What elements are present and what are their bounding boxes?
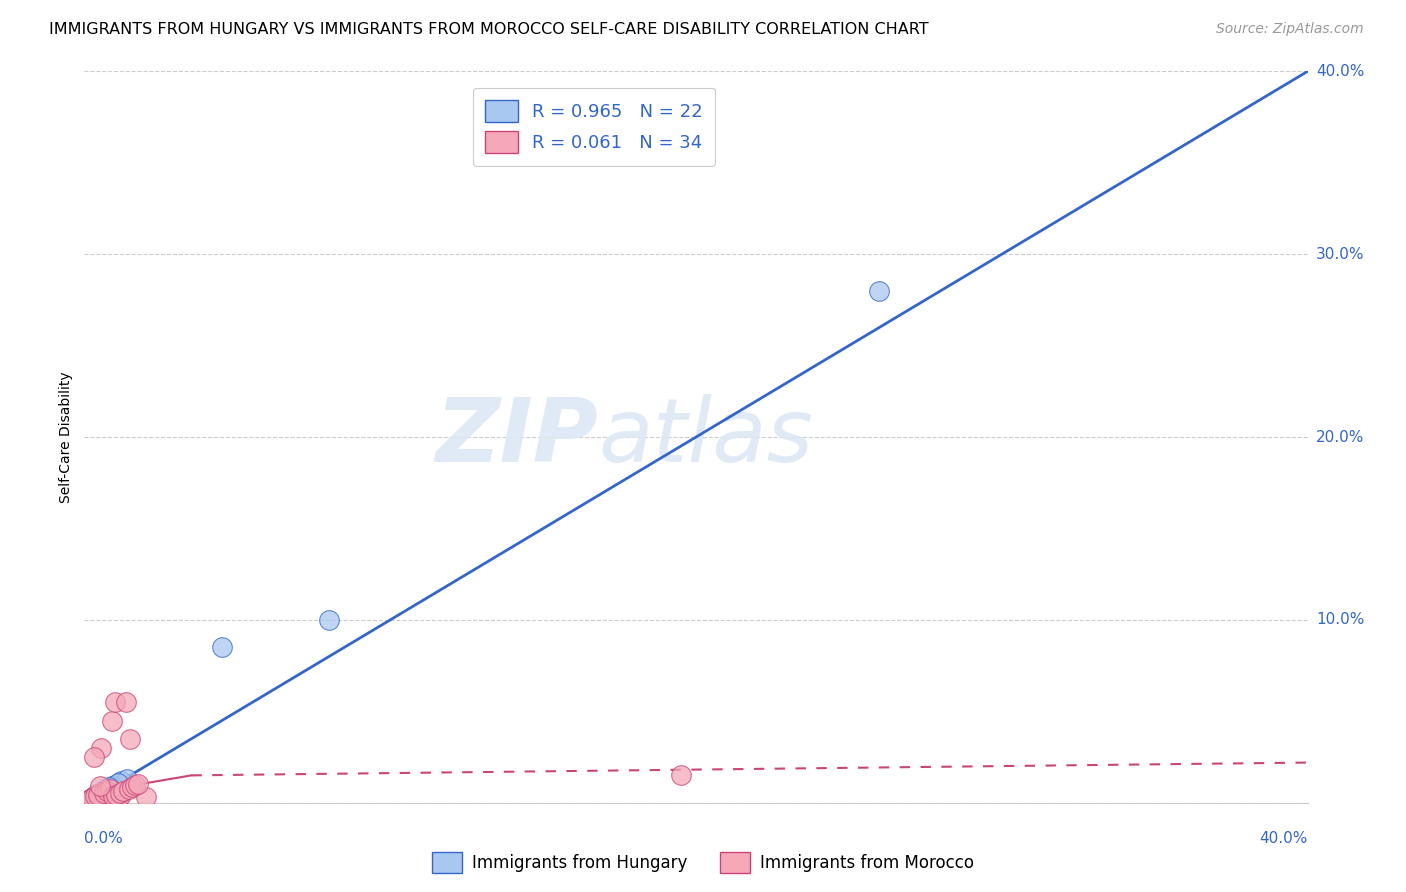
Y-axis label: Self-Care Disability: Self-Care Disability xyxy=(59,371,73,503)
Point xyxy=(98,782,121,797)
Point xyxy=(107,792,129,806)
Point xyxy=(118,782,141,797)
Point xyxy=(135,790,157,805)
Point xyxy=(89,786,111,800)
Point xyxy=(86,787,108,801)
Point xyxy=(91,785,114,799)
Text: 0.0%: 0.0% xyxy=(84,830,124,846)
Text: Source: ZipAtlas.com: Source: ZipAtlas.com xyxy=(1216,22,1364,37)
Point xyxy=(76,794,98,808)
Point xyxy=(93,786,115,800)
Point xyxy=(669,768,692,782)
Point xyxy=(103,789,125,804)
Point xyxy=(86,789,108,803)
Point xyxy=(89,780,111,794)
Point xyxy=(115,772,138,786)
Text: 10.0%: 10.0% xyxy=(1316,613,1364,627)
Point xyxy=(121,780,143,795)
Point xyxy=(97,780,120,795)
Point xyxy=(107,775,129,789)
Point xyxy=(211,640,233,655)
Point xyxy=(94,790,117,805)
Point xyxy=(79,792,101,806)
Point xyxy=(97,787,120,801)
Point xyxy=(104,695,127,709)
Point xyxy=(120,731,142,746)
Text: 40.0%: 40.0% xyxy=(1316,64,1364,78)
Point xyxy=(96,784,118,798)
Point xyxy=(108,786,131,800)
Point xyxy=(86,788,108,802)
Text: IMMIGRANTS FROM HUNGARY VS IMMIGRANTS FROM MOROCCO SELF-CARE DISABILITY CORRELAT: IMMIGRANTS FROM HUNGARY VS IMMIGRANTS FR… xyxy=(49,22,929,37)
Point xyxy=(83,750,105,764)
Point xyxy=(110,789,132,803)
Point xyxy=(318,613,340,627)
Legend: R = 0.965   N = 22, R = 0.061   N = 34: R = 0.965 N = 22, R = 0.061 N = 34 xyxy=(472,87,716,166)
Text: 20.0%: 20.0% xyxy=(1316,430,1364,444)
Point xyxy=(89,787,111,801)
Point xyxy=(869,284,891,298)
Point xyxy=(84,789,107,804)
Point xyxy=(114,695,136,709)
Legend: Immigrants from Hungary, Immigrants from Morocco: Immigrants from Hungary, Immigrants from… xyxy=(425,846,981,880)
Text: atlas: atlas xyxy=(598,394,813,480)
Text: 40.0%: 40.0% xyxy=(1260,830,1308,846)
Point xyxy=(97,781,120,796)
Point xyxy=(105,788,128,802)
Point xyxy=(111,784,134,798)
Text: 30.0%: 30.0% xyxy=(1316,247,1364,261)
Point xyxy=(80,791,103,805)
Point xyxy=(91,785,114,799)
Point xyxy=(87,788,110,802)
Point xyxy=(104,778,127,792)
Point xyxy=(90,740,112,755)
Point xyxy=(124,779,146,793)
Point xyxy=(94,782,117,797)
Point xyxy=(79,792,101,806)
Point xyxy=(89,789,111,803)
Point xyxy=(101,780,124,794)
Text: ZIP: ZIP xyxy=(436,393,598,481)
Point xyxy=(101,714,124,728)
Point xyxy=(80,791,103,805)
Point xyxy=(83,790,105,805)
Point xyxy=(91,784,114,798)
Point xyxy=(110,773,132,788)
Point xyxy=(127,776,149,790)
Point xyxy=(77,793,100,807)
Point xyxy=(77,793,100,807)
Point xyxy=(83,790,105,805)
Point xyxy=(83,789,105,804)
